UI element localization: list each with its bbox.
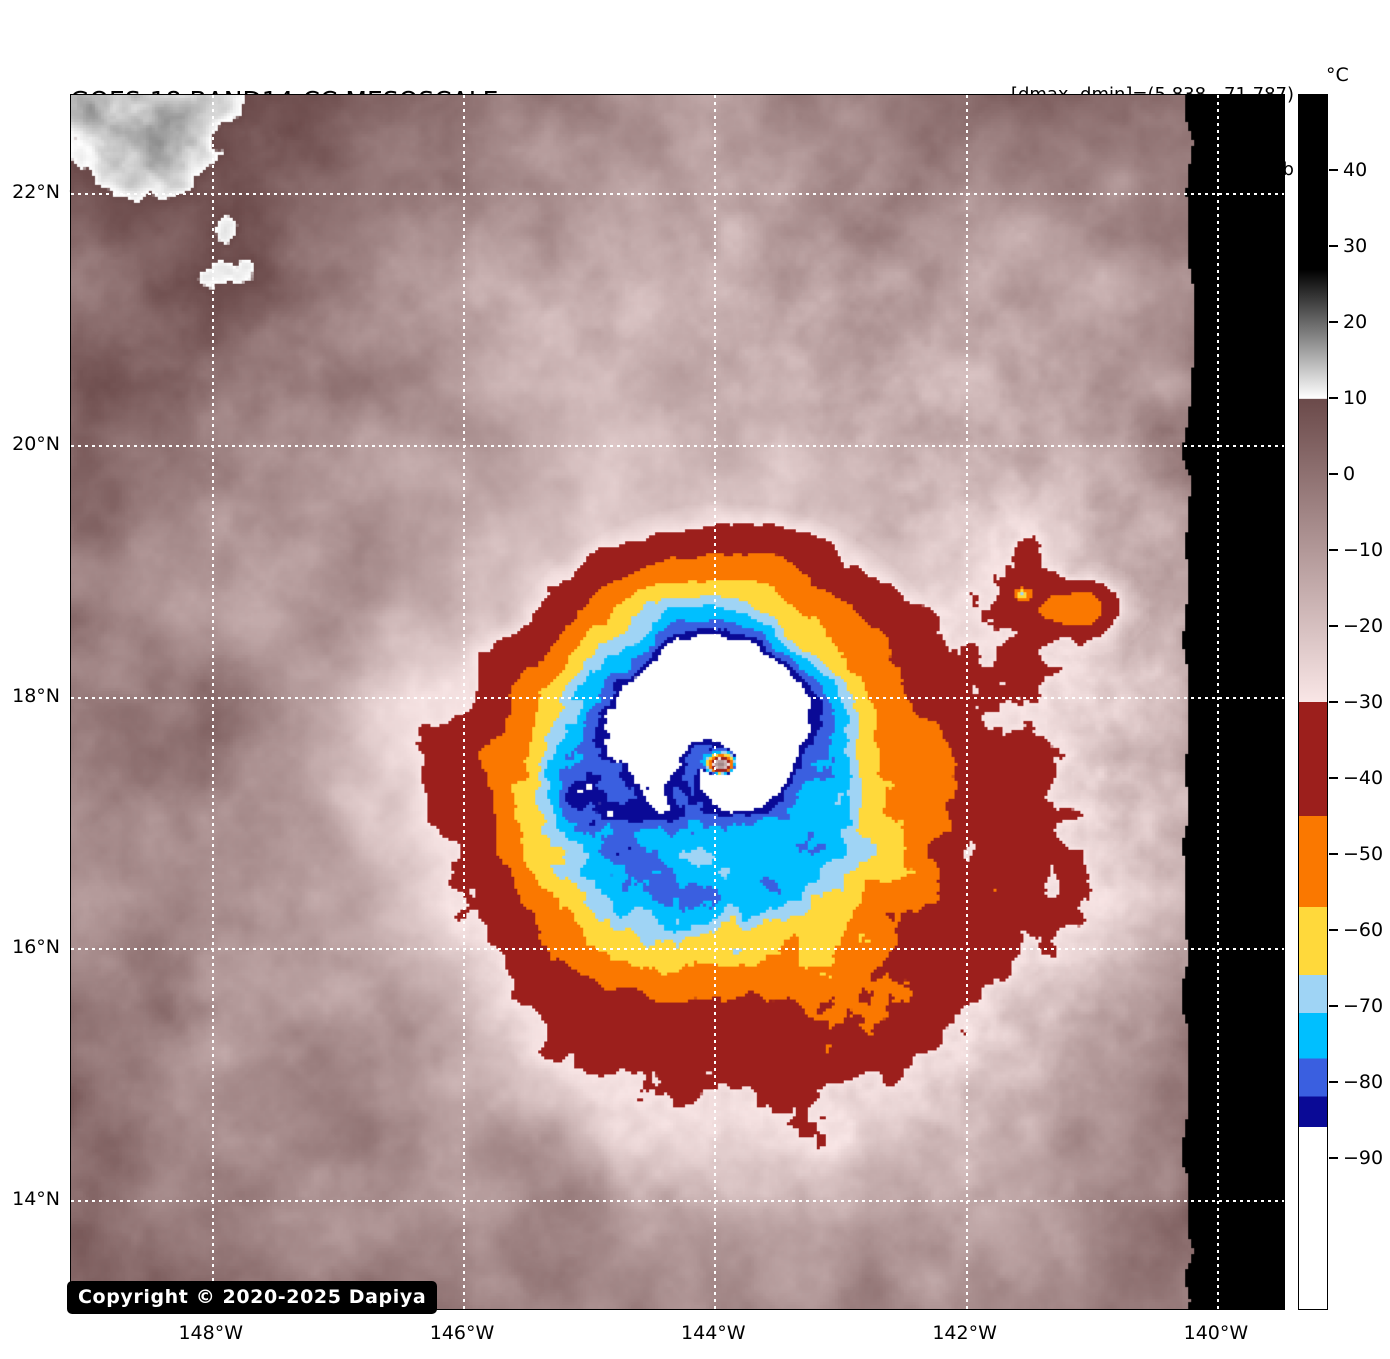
colorbar-tick-label: −80 bbox=[1343, 1071, 1384, 1093]
colorbar-tick-label: 0 bbox=[1343, 463, 1356, 485]
colorbar-tick-label: 40 bbox=[1343, 159, 1368, 181]
colorbar-tick-mark bbox=[1329, 245, 1338, 247]
latitude-tick-label: 14°N bbox=[12, 1188, 60, 1211]
latitude-tick-label: 22°N bbox=[12, 181, 60, 204]
latitude-tick-label: 20°N bbox=[12, 432, 60, 455]
colorbar-tick-mark bbox=[1329, 473, 1338, 475]
colorbar-tick-mark bbox=[1329, 1081, 1338, 1083]
colorbar-tick-label: 30 bbox=[1343, 235, 1368, 257]
longitude-tick-label: 140°W bbox=[1183, 1322, 1249, 1344]
colorbar-tick-mark bbox=[1329, 1005, 1338, 1007]
longitude-tick-label: 142°W bbox=[932, 1322, 997, 1344]
colorbar-tick-mark bbox=[1329, 701, 1338, 703]
colorbar-tick-mark bbox=[1329, 549, 1338, 551]
colorbar-tick-mark bbox=[1329, 853, 1338, 855]
colorbar-tick-mark bbox=[1329, 625, 1338, 627]
latitude-tick-label: 18°N bbox=[12, 684, 60, 707]
longitude-tick-label: 148°W bbox=[178, 1322, 243, 1344]
colorbar-tick-label: −60 bbox=[1343, 919, 1384, 941]
colorbar-tick-label: 20 bbox=[1343, 311, 1368, 333]
longitude-tick-label: 146°W bbox=[429, 1322, 495, 1344]
colorbar-tick-mark bbox=[1329, 929, 1338, 931]
colorbar-tick-label: −20 bbox=[1343, 615, 1384, 637]
longitude-tick-label: 144°W bbox=[681, 1322, 746, 1344]
colorbar-tick-mark bbox=[1329, 321, 1338, 323]
latitude-tick-label: 16°N bbox=[12, 936, 60, 959]
colorbar-tick-label: −70 bbox=[1343, 995, 1384, 1017]
colorbar-tick-label: −30 bbox=[1343, 691, 1384, 713]
infrared-satellite-imagery bbox=[71, 95, 1284, 1309]
colorbar-tick-label: −90 bbox=[1343, 1147, 1384, 1169]
colorbar-gradient bbox=[1299, 95, 1327, 1309]
colorbar-tick-mark bbox=[1329, 397, 1338, 399]
temperature-colorbar[interactable] bbox=[1298, 94, 1328, 1310]
colorbar-tick-label: −40 bbox=[1343, 767, 1384, 789]
copyright-badge: Copyright © 2020-2025 Dapiya bbox=[67, 1281, 438, 1314]
satellite-image-plot[interactable] bbox=[70, 94, 1285, 1310]
colorbar-tick-label: 10 bbox=[1343, 387, 1368, 409]
colorbar-tick-label: −50 bbox=[1343, 843, 1384, 865]
colorbar-tick-mark bbox=[1329, 1157, 1338, 1159]
colorbar-tick-mark bbox=[1329, 169, 1338, 171]
colorbar-tick-mark bbox=[1329, 777, 1338, 779]
colorbar-units-label: °C bbox=[1326, 64, 1349, 86]
colorbar-tick-label: −10 bbox=[1343, 539, 1384, 561]
